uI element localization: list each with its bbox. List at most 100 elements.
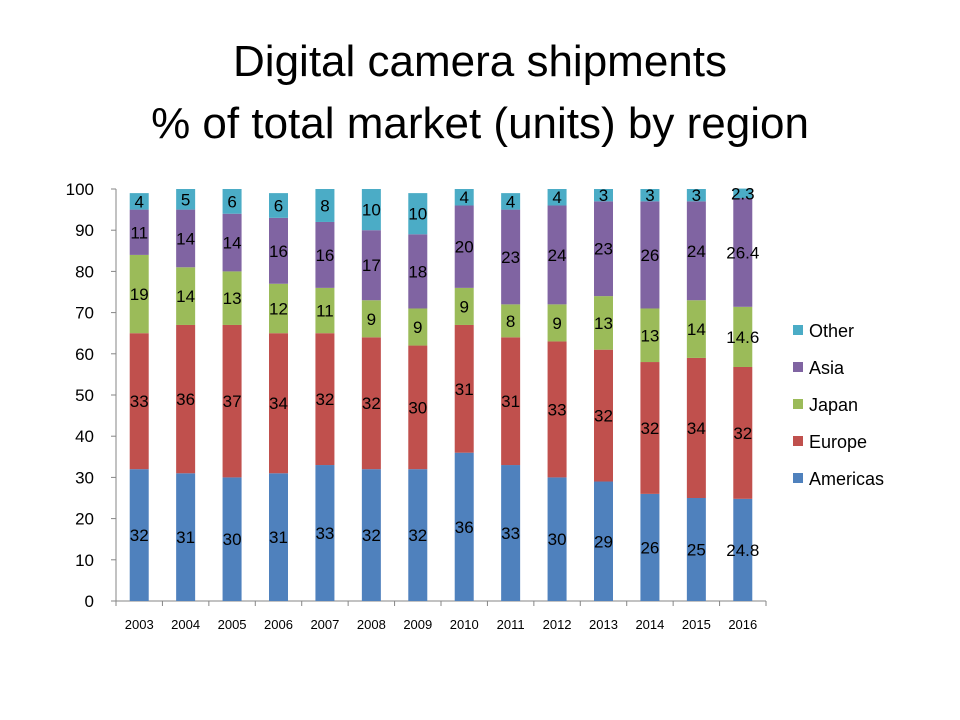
data-label-americas: 30 xyxy=(223,530,242,549)
legend-label-other: Other xyxy=(809,321,854,341)
bar-segment-asia-2005 xyxy=(222,213,242,272)
data-label-americas: 33 xyxy=(501,524,520,543)
bar-segment-americas-2016 xyxy=(733,498,753,601)
data-label-europe: 34 xyxy=(269,394,288,413)
data-label-americas: 33 xyxy=(315,524,334,543)
bar-segment-other-2005 xyxy=(222,189,242,214)
legend-swatch-europe xyxy=(793,436,803,446)
data-label-japan: 19 xyxy=(130,285,149,304)
y-tick-label: 90 xyxy=(75,221,94,240)
bar-segment-other-2010 xyxy=(454,189,474,206)
legend-label-asia: Asia xyxy=(809,358,845,378)
data-label-other: 4 xyxy=(459,188,468,207)
data-label-americas: 24.8 xyxy=(726,541,759,560)
bar-segment-asia-2016 xyxy=(733,198,753,307)
bar-segment-japan-2006 xyxy=(269,283,288,334)
bar-segment-americas-2012 xyxy=(547,477,567,601)
bar-segment-americas-2006 xyxy=(269,473,288,601)
bar-segment-americas-2007 xyxy=(315,465,335,601)
bar-segment-europe-2014 xyxy=(640,362,660,494)
bar-segment-europe-2008 xyxy=(361,337,381,470)
x-tick-label: 2008 xyxy=(357,617,386,632)
bar-segment-europe-2007 xyxy=(315,333,335,466)
bars xyxy=(129,188,753,601)
data-label-asia: 20 xyxy=(455,238,474,257)
bar-segment-japan-2003 xyxy=(129,254,149,334)
bar-segment-other-2011 xyxy=(501,193,521,210)
data-label-americas: 32 xyxy=(362,526,381,545)
bar-segment-americas-2011 xyxy=(501,465,521,601)
bar-segment-europe-2005 xyxy=(222,324,242,478)
data-label-europe: 32 xyxy=(733,424,752,443)
data-label-europe: 32 xyxy=(315,390,334,409)
legend-label-europe: Europe xyxy=(809,432,867,452)
data-label-japan: 14.6 xyxy=(726,328,759,347)
bar-segment-americas-2009 xyxy=(408,469,428,601)
data-label-other: 5 xyxy=(181,190,190,209)
bar-segment-other-2008 xyxy=(361,189,381,231)
data-label-japan: 9 xyxy=(367,310,376,329)
data-label-americas: 25 xyxy=(687,541,706,560)
bar-segment-asia-2011 xyxy=(501,209,521,305)
bar-segment-other-2003 xyxy=(129,193,149,210)
data-label-europe: 33 xyxy=(548,400,567,419)
data-label-asia: 23 xyxy=(501,248,520,267)
bar-segment-asia-2009 xyxy=(408,234,428,309)
bar-segment-asia-2006 xyxy=(269,217,288,284)
data-label-americas: 32 xyxy=(408,526,427,545)
x-tick-label: 2009 xyxy=(403,617,432,632)
x-axis: 2003 2004 2005 2006 2007 2008 2009 2010 2011 2012… xyxy=(115,600,767,632)
bar-segment-europe-2006 xyxy=(269,333,288,474)
bar-segment-asia-2015 xyxy=(686,201,706,301)
data-label-asia: 24 xyxy=(548,246,567,265)
bar-segment-other-2014 xyxy=(640,189,660,202)
data-label-other: 3 xyxy=(692,186,701,205)
data-label-other: 4 xyxy=(506,192,515,211)
data-label-asia: 11 xyxy=(130,223,148,242)
x-tick-label: 2004 xyxy=(171,617,200,632)
y-tick-label: 40 xyxy=(75,427,94,446)
y-tick-label: 50 xyxy=(75,386,94,405)
bar-segment-other-2013 xyxy=(594,189,613,202)
legend-label-japan: Japan xyxy=(809,395,858,415)
bar-segment-japan-2004 xyxy=(176,267,196,325)
data-label-other: 4 xyxy=(134,192,143,211)
x-tick-label: 2016 xyxy=(728,617,757,632)
data-label-europe: 30 xyxy=(408,398,427,417)
bar-segment-europe-2015 xyxy=(686,357,706,498)
legend-swatch-americas xyxy=(793,473,803,483)
data-label-americas: 31 xyxy=(176,528,195,547)
bar-segment-japan-2013 xyxy=(594,296,613,350)
y-tick-label: 60 xyxy=(75,345,94,364)
data-label-asia: 23 xyxy=(594,240,613,259)
bar-segment-japan-2010 xyxy=(454,287,474,325)
x-tick-label: 2005 xyxy=(218,617,247,632)
bar-segment-europe-2013 xyxy=(594,349,613,482)
data-label-americas: 36 xyxy=(455,518,474,537)
data-label-other: 10 xyxy=(362,201,381,220)
bar-segment-americas-2013 xyxy=(594,481,613,601)
y-tick-label: 100 xyxy=(66,180,94,199)
bar-segment-japan-2008 xyxy=(361,300,381,338)
x-tick-label: 2015 xyxy=(682,617,711,632)
bar-segment-japan-2007 xyxy=(315,287,335,334)
x-tick-label: 2012 xyxy=(543,617,572,632)
legend-label-americas: Americas xyxy=(809,469,884,489)
data-label-other: 8 xyxy=(320,196,329,215)
bar-segment-europe-2010 xyxy=(454,324,474,453)
bar-segment-asia-2012 xyxy=(547,205,567,305)
legend-swatch-japan xyxy=(793,399,803,409)
bar-segment-americas-2008 xyxy=(361,469,381,601)
data-label-americas: 30 xyxy=(548,530,567,549)
y-tick-label: 10 xyxy=(75,551,94,570)
bar-segment-asia-2008 xyxy=(361,230,381,301)
data-label-japan: 8 xyxy=(506,312,515,331)
bar-segment-japan-2015 xyxy=(686,300,706,358)
bar-segment-americas-2004 xyxy=(176,473,196,601)
bar-segment-other-2016 xyxy=(733,188,753,199)
data-label-other: 4 xyxy=(552,188,561,207)
data-label-europe: 36 xyxy=(176,390,195,409)
bar-segment-other-2009 xyxy=(408,193,428,235)
bar-segment-japan-2014 xyxy=(640,308,660,363)
